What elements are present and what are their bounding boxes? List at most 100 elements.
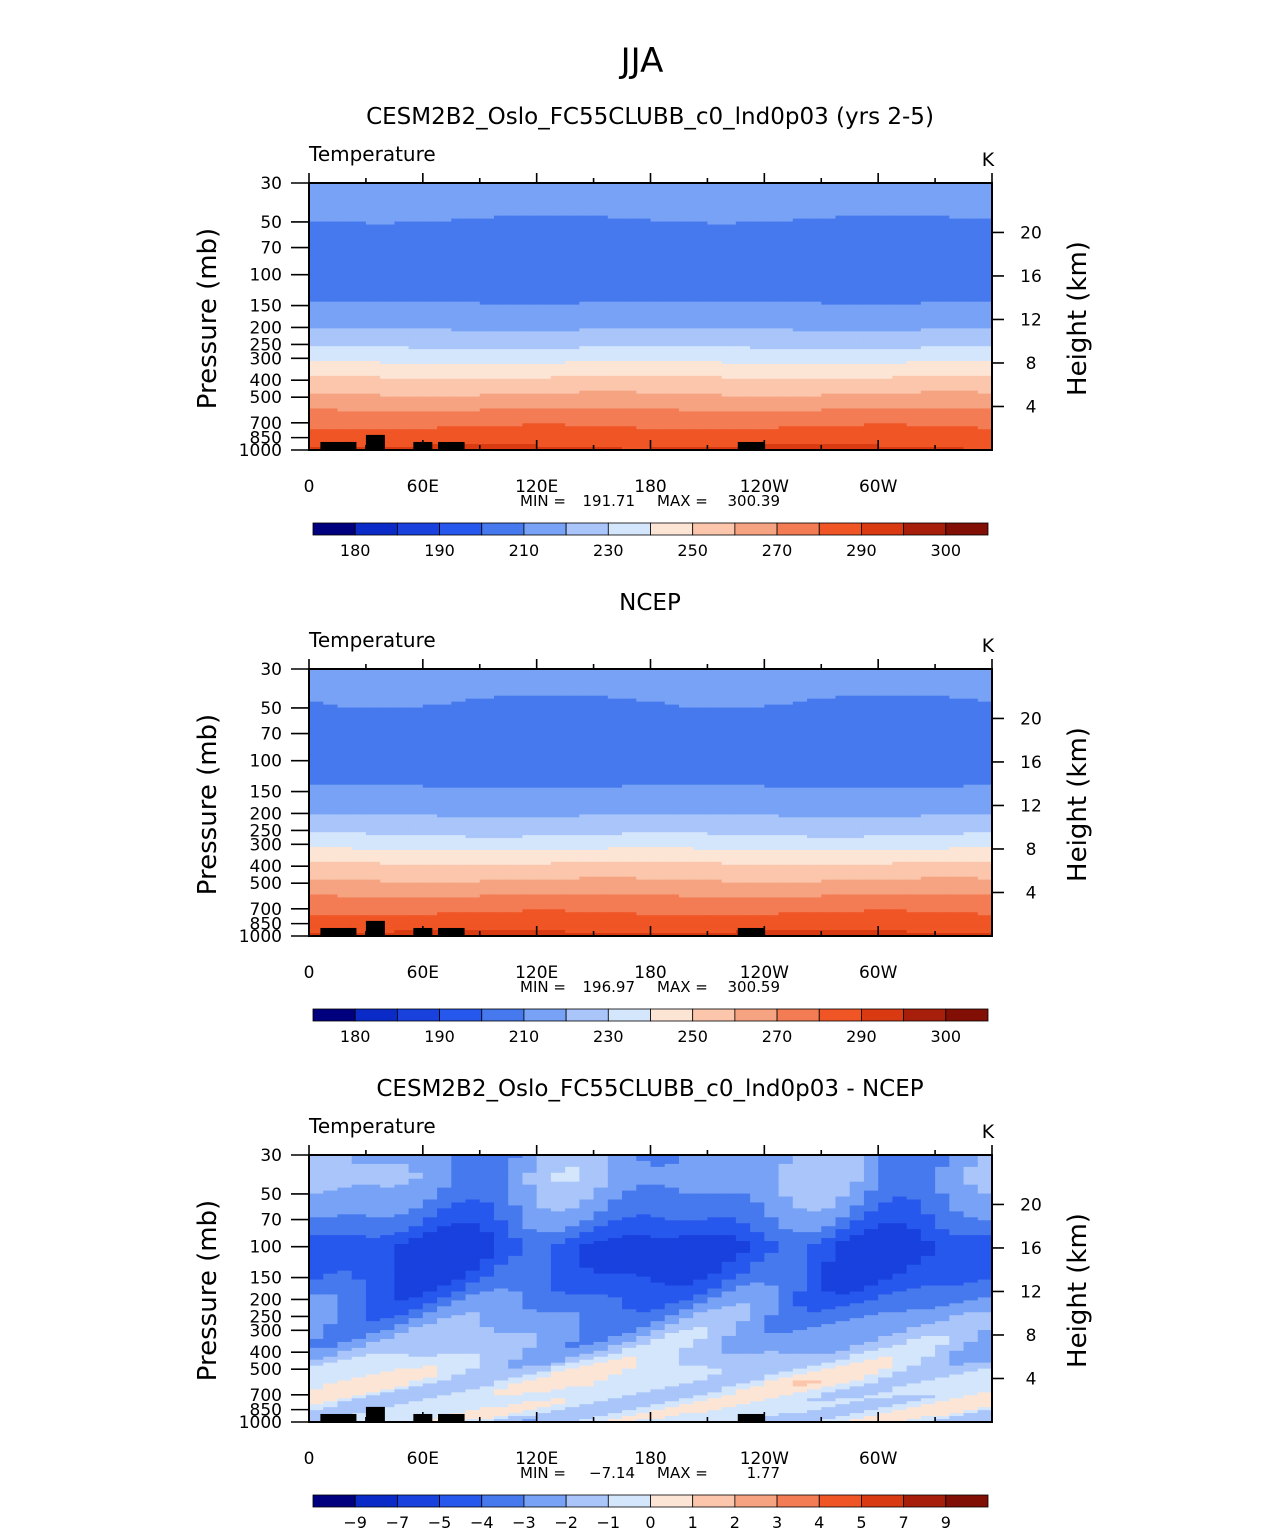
field-cell bbox=[664, 242, 680, 246]
field-cell bbox=[778, 322, 794, 326]
field-cell bbox=[522, 227, 538, 232]
field-cell bbox=[764, 209, 780, 214]
field-cell bbox=[522, 408, 538, 413]
field-cell bbox=[323, 224, 339, 229]
field-cell bbox=[835, 358, 851, 362]
field-cell bbox=[451, 260, 467, 264]
field-cell bbox=[536, 292, 552, 297]
field-cell bbox=[493, 301, 509, 306]
field-cell bbox=[522, 677, 538, 682]
field-cell bbox=[579, 343, 595, 347]
field-cell bbox=[365, 239, 381, 243]
field-cell bbox=[351, 411, 367, 415]
field-cell bbox=[920, 242, 936, 246]
field-cell bbox=[863, 683, 879, 688]
field-cell bbox=[650, 420, 666, 424]
field-cell bbox=[323, 695, 339, 700]
field-cell bbox=[337, 277, 353, 282]
field-cell bbox=[365, 322, 381, 326]
field-cell bbox=[807, 221, 822, 226]
field-cell bbox=[735, 248, 751, 252]
field-cell bbox=[849, 698, 865, 703]
field-cell bbox=[906, 319, 922, 324]
field-cell bbox=[437, 233, 452, 237]
field-cell bbox=[863, 420, 879, 424]
field-cell bbox=[821, 671, 837, 676]
field-cell bbox=[821, 361, 837, 365]
field-cell bbox=[878, 301, 893, 306]
field-cell bbox=[807, 346, 822, 350]
field-cell bbox=[365, 274, 381, 279]
field-cell bbox=[437, 346, 452, 350]
field-cell bbox=[394, 680, 410, 685]
field-cell bbox=[977, 352, 992, 356]
field-cell bbox=[878, 340, 893, 344]
field-cell bbox=[451, 677, 467, 682]
field-cell bbox=[579, 304, 595, 309]
field-cell bbox=[693, 269, 709, 273]
field-cell bbox=[565, 251, 580, 255]
field-cell bbox=[750, 200, 765, 205]
field-cell bbox=[935, 387, 950, 392]
field-cell bbox=[380, 358, 395, 362]
field-cell bbox=[565, 316, 580, 321]
field-cell bbox=[508, 701, 524, 706]
field-cell bbox=[892, 363, 908, 368]
field-cell bbox=[394, 307, 410, 312]
field-cell bbox=[394, 260, 410, 264]
field-cell bbox=[365, 215, 381, 220]
field-cell bbox=[707, 328, 723, 332]
field-cell bbox=[721, 343, 737, 347]
field-cell bbox=[607, 325, 623, 329]
field-cell bbox=[536, 289, 552, 294]
field-cell bbox=[536, 387, 552, 392]
field-cell bbox=[437, 221, 452, 226]
field-cell bbox=[508, 301, 524, 306]
field-cell bbox=[636, 263, 652, 267]
field-cell bbox=[479, 301, 495, 306]
field-cell bbox=[479, 381, 495, 386]
field-cell bbox=[536, 197, 552, 202]
field-cell bbox=[906, 212, 922, 217]
field-cell bbox=[949, 301, 965, 306]
field-cell bbox=[337, 316, 353, 321]
field-cell bbox=[337, 396, 353, 401]
field-cell bbox=[536, 310, 552, 315]
field-cell bbox=[750, 423, 765, 427]
field-cell bbox=[835, 218, 851, 223]
field-cell bbox=[622, 331, 637, 335]
field-cell bbox=[750, 349, 765, 353]
field-cell bbox=[920, 257, 936, 261]
field-cell bbox=[792, 188, 808, 193]
field-cell bbox=[536, 701, 552, 706]
field-cell bbox=[821, 286, 837, 291]
field-cell bbox=[380, 239, 395, 243]
field-cell bbox=[593, 239, 609, 243]
field-cell bbox=[949, 257, 965, 261]
field-cell bbox=[323, 289, 339, 294]
field-cell bbox=[949, 221, 965, 226]
field-cell bbox=[309, 387, 324, 392]
field-cell bbox=[408, 393, 424, 398]
chart-title: NCEP bbox=[619, 590, 681, 616]
field-cell bbox=[365, 698, 381, 703]
field-cell bbox=[351, 408, 367, 413]
field-cell bbox=[465, 337, 481, 341]
field-cell bbox=[422, 426, 438, 430]
field-cell bbox=[821, 426, 837, 430]
field-cell bbox=[536, 301, 552, 306]
field-cell bbox=[536, 194, 552, 199]
field-cell bbox=[451, 185, 467, 190]
field-cell bbox=[977, 361, 992, 365]
field-cell bbox=[920, 313, 936, 318]
field-cell bbox=[650, 227, 666, 232]
field-cell bbox=[508, 677, 524, 682]
field-cell bbox=[565, 402, 580, 407]
field-cell bbox=[807, 230, 822, 235]
field-cell bbox=[579, 286, 595, 291]
field-cell bbox=[380, 411, 395, 415]
field-cell bbox=[493, 674, 509, 679]
field-cell bbox=[878, 372, 893, 377]
field-cell bbox=[508, 358, 524, 362]
field-cell bbox=[778, 393, 794, 398]
